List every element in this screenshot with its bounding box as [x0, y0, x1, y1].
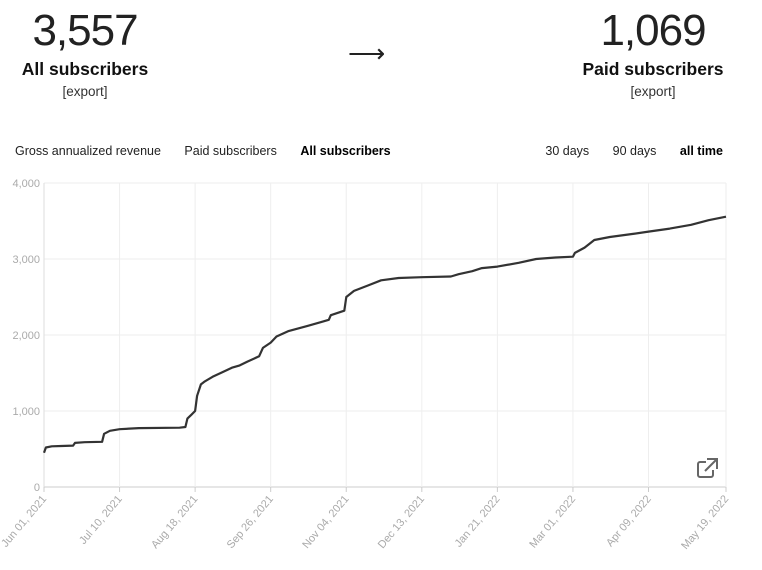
all-subscribers-count: 3,557 — [32, 6, 138, 55]
y-tick-label: 2,000 — [12, 330, 40, 342]
external-link-icon[interactable] — [697, 458, 718, 478]
series-line — [42, 215, 727, 454]
all-subscribers-stat: 3,557 All subscribers [export] — [10, 6, 160, 101]
y-tick-label: 0 — [34, 482, 40, 494]
time-range-selector: 30 days 90 days all time — [545, 144, 723, 158]
x-tick-label: Jan 21, 2022 — [453, 493, 503, 549]
x-tick-label: Jul 10, 2021 — [77, 493, 125, 547]
x-tick-label: Aug 18, 2021 — [149, 493, 200, 551]
subscribers-line-chart: 0 1,000 2,000 3,000 4,000 Jun 01, 2021 Jul 10… — [0, 178, 731, 552]
paid-subscribers-stat: 1,069 Paid subscribers [export] — [577, 6, 729, 101]
arrow-right-icon: ⟶ — [348, 38, 386, 68]
x-tick-label: Sep 26, 2021 — [225, 493, 276, 551]
x-tick-label: May 19, 2022 — [679, 493, 731, 552]
tab-all-subscribers[interactable]: All subscribers — [300, 144, 391, 158]
x-tick-label: Jun 01, 2021 — [0, 493, 49, 549]
y-tick-label: 4,000 — [12, 178, 40, 190]
y-axis: 0 1,000 2,000 3,000 4,000 — [12, 178, 40, 494]
export-all-subscribers-link[interactable]: [export] — [62, 84, 108, 99]
x-tick-label: Dec 13, 2021 — [376, 493, 427, 551]
all-subscribers-label: All subscribers — [21, 59, 149, 79]
y-tick-label: 1,000 — [12, 406, 40, 418]
range-all-time[interactable]: all time — [679, 144, 723, 158]
tab-paid-subscribers[interactable]: Paid subscribers — [184, 144, 277, 158]
x-axis: Jun 01, 2021 Jul 10, 2021 Aug 18, 2021 Sep … — [0, 493, 731, 552]
metric-tabs: Gross annualized revenue Paid subscriber… — [15, 144, 411, 158]
paid-subscribers-count: 1,069 — [600, 6, 706, 55]
chart-grid — [43, 182, 727, 492]
export-paid-subscribers-link[interactable]: [export] — [630, 84, 676, 99]
x-tick-label: Apr 09, 2022 — [604, 493, 654, 549]
x-tick-label: Nov 04, 2021 — [300, 493, 351, 551]
x-tick-label: Mar 01, 2022 — [527, 493, 578, 550]
tab-gross-annualized-revenue[interactable]: Gross annualized revenue — [15, 144, 161, 158]
y-tick-label: 3,000 — [12, 254, 40, 266]
paid-subscribers-label: Paid subscribers — [582, 59, 724, 79]
range-30-days[interactable]: 30 days — [545, 144, 590, 158]
range-90-days[interactable]: 90 days — [612, 144, 657, 158]
